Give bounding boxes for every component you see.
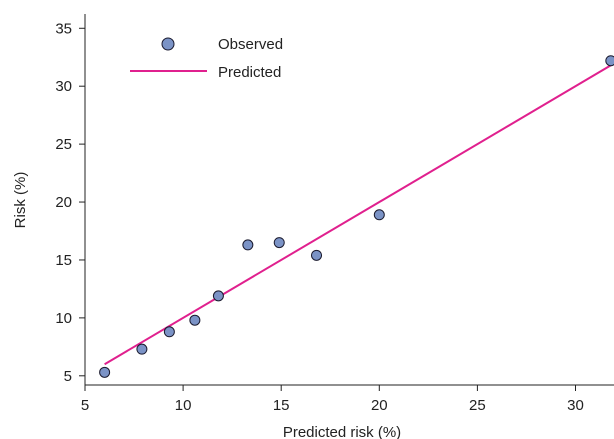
y-ticks: 5 10 15 20 25 30 35 — [55, 20, 85, 385]
observed-point-8 — [311, 249, 323, 261]
x-tick-label: 25 — [469, 397, 486, 414]
x-tick-label: 20 — [371, 397, 388, 414]
legend-observed-marker — [161, 37, 175, 51]
y-tick-label: 25 — [55, 136, 72, 153]
y-tick-label: 5 — [64, 368, 72, 385]
observed-point-4 — [189, 314, 201, 326]
y-tick-label: 35 — [55, 20, 72, 37]
observed-point-9 — [373, 209, 385, 221]
observed-point-2 — [136, 343, 148, 355]
y-tick-label: 30 — [55, 78, 72, 95]
x-axis-title: Predicted risk (%) — [283, 424, 401, 439]
y-tick-label: 15 — [55, 252, 72, 269]
axes — [84, 14, 614, 386]
y-axis-title: Risk (%) — [12, 172, 29, 229]
x-tick-label: 5 — [81, 397, 89, 414]
x-ticks: 5 10 15 20 25 30 — [81, 385, 584, 414]
predicted-line — [104, 62, 614, 366]
x-tick-label: 30 — [567, 397, 584, 414]
x-tick-label: 15 — [273, 397, 290, 414]
observed-point-3 — [163, 326, 175, 338]
observed-point-6 — [242, 239, 254, 251]
legend-predicted-label: Predicted — [218, 64, 281, 81]
y-tick-label: 10 — [55, 310, 72, 327]
observed-point-5 — [212, 290, 224, 302]
observed-point-7 — [273, 237, 285, 249]
observed-point-1 — [99, 366, 111, 378]
observed-point-10 — [605, 55, 614, 67]
x-tick-label: 10 — [175, 397, 192, 414]
y-tick-label: 20 — [55, 194, 72, 211]
legend: Observed Predicted — [130, 36, 283, 81]
plot-layer — [99, 55, 614, 378]
legend-observed-label: Observed — [218, 36, 283, 53]
